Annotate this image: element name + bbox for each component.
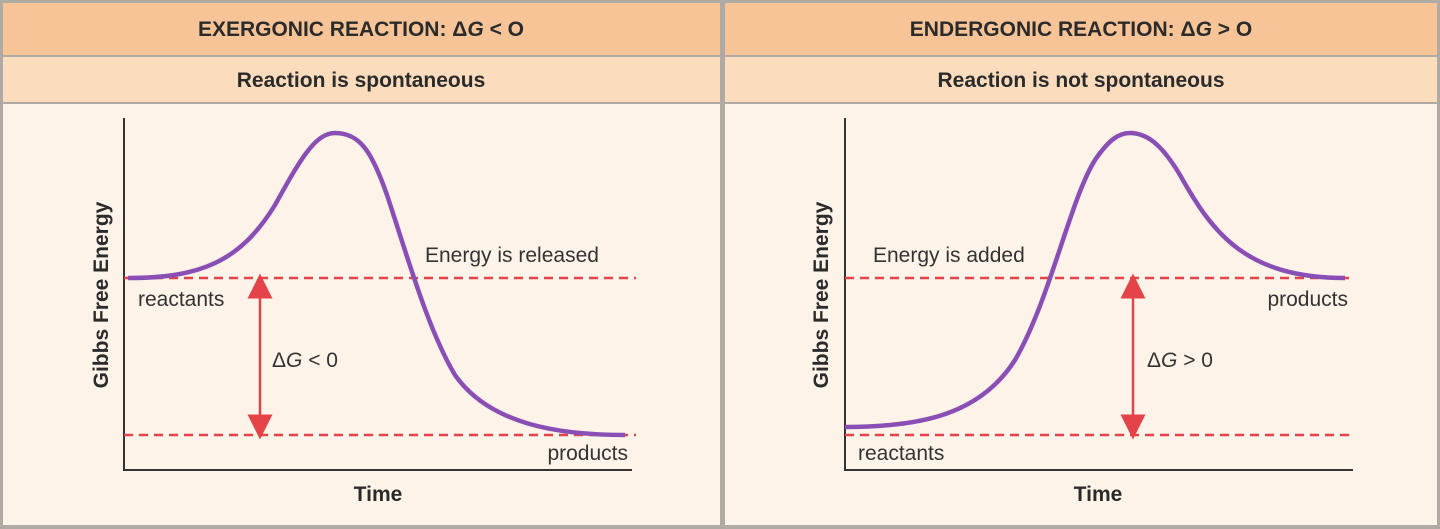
upper-level-label: reactants <box>138 288 224 311</box>
panel-bg <box>3 104 720 525</box>
x-axis-label: Time <box>354 483 403 506</box>
panel-header: ENDERGONIC REACTION: ΔG > O <box>910 18 1252 41</box>
subtitle-bg <box>725 57 1437 102</box>
axes <box>844 118 1353 471</box>
upper-level-label: products <box>1267 288 1348 311</box>
axes <box>123 118 632 471</box>
lower-level-label: products <box>547 442 628 465</box>
subtitle-bg <box>3 57 720 102</box>
header-bg <box>725 3 1437 55</box>
energy-curve <box>127 130 626 438</box>
lower-level-label: reactants <box>858 442 944 465</box>
energy-note: Energy is released <box>425 244 599 267</box>
x-axis-label: Time <box>1074 483 1123 506</box>
panel-subtitle: Reaction is spontaneous <box>237 69 486 92</box>
panel-header: EXERGONIC REACTION: ΔG < O <box>198 18 524 41</box>
y-axis-label: Gibbs Free Energy <box>810 201 833 388</box>
energy-curve <box>844 130 1346 430</box>
energy-note: Energy is added <box>873 244 1025 267</box>
y-axis-label: Gibbs Free Energy <box>90 201 113 388</box>
delta-label: ΔG > 0 <box>1147 349 1213 372</box>
panel-bg <box>725 104 1437 525</box>
header-bg <box>3 3 720 55</box>
delta-label: ΔG < 0 <box>272 349 338 372</box>
panel-subtitle: Reaction is not spontaneous <box>937 69 1224 92</box>
